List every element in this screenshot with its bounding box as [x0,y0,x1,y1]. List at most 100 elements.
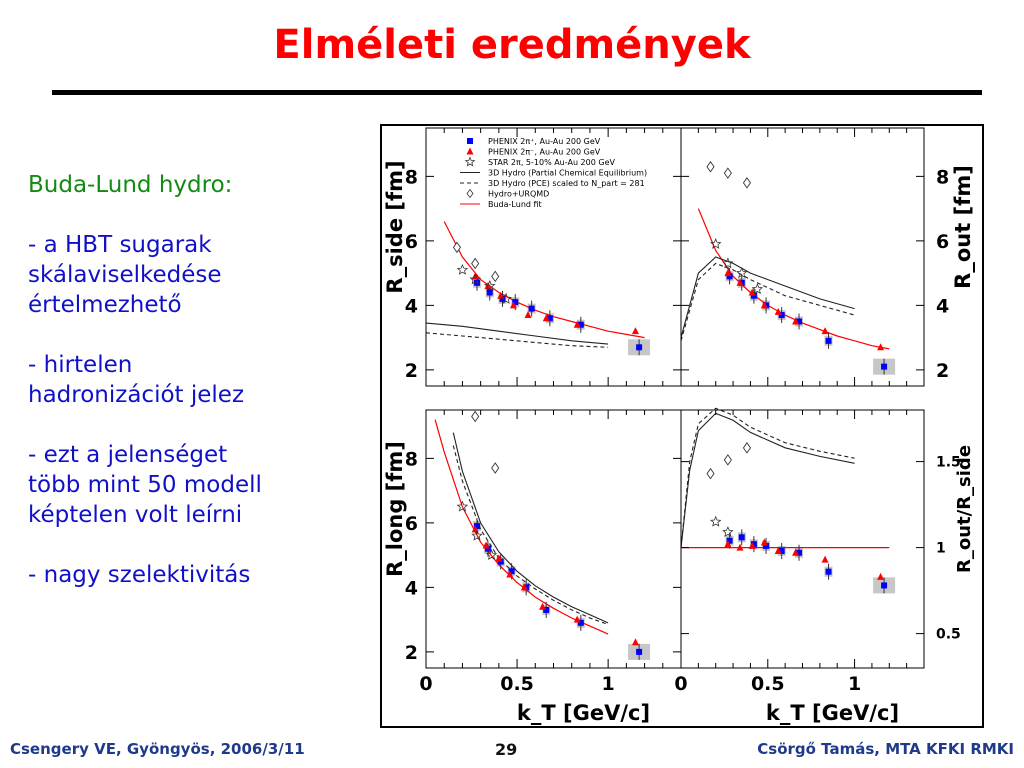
legend-swatch [466,147,474,155]
data-point [724,540,732,548]
series-line [452,432,609,624]
panel-0-markers [452,241,643,356]
footer-venue: Csengery VE, Gyöngyös, 2006/3/11 [10,740,305,758]
y-axis-label: R_out/R_side [954,445,975,573]
data-point [877,343,885,351]
data-point [469,273,481,285]
data-point [495,554,503,562]
data-point [710,238,722,249]
data-point [742,177,752,189]
data-point [760,301,768,309]
series-line [425,332,609,348]
y-tick-label: 6 [936,231,949,253]
legend-entry: PHENIX 2π⁺, Au-Au 200 GeV [488,137,601,146]
data-point [706,467,715,480]
data-point [636,648,643,655]
bullet-item: - hirtelen hadronizációt jelez [28,352,245,408]
data-point [636,344,643,351]
hbt-figure: 2 4 6 8 R_side [fm] PHENIX 2π⁺, Au-Au 200 GeV… [380,124,984,728]
data-point [539,602,547,610]
data-point [763,542,770,549]
data-point [796,549,803,556]
data-point [474,523,480,530]
data-point [821,555,829,563]
y-tick-label: 2 [405,360,418,382]
data-point [792,548,800,556]
x-tick-label: 0 [419,673,432,695]
data-point [500,292,512,304]
data-point [484,282,492,290]
data-point [456,500,469,512]
legend-swatch [467,138,473,144]
data-point [543,606,550,613]
data-point [631,327,639,335]
data-point [509,301,517,309]
data-point [742,442,752,454]
data-point [499,295,506,302]
y-tick-label: 6 [405,231,418,253]
y-tick-label: 4 [936,295,949,317]
y-tick-label: 6 [405,513,418,535]
footer-author: Csörgő Tamás, MTA KFKI RMKI [757,740,1014,758]
data-point [778,548,785,555]
legend-swatch [464,156,476,167]
data-point [751,283,764,295]
data-point [750,541,757,548]
x-tick-label: 0.5 [500,673,534,695]
data-point [491,462,500,474]
data-point [506,570,514,578]
data-point [542,314,550,322]
data-point [546,315,553,322]
data-point [723,454,732,466]
data-point [577,619,584,626]
series-line [680,412,855,548]
data-point [484,545,491,552]
legend-entry: Buda-Lund fit [488,200,542,209]
y-tick-label: 4 [405,577,418,599]
bullet-item: - a HBT sugarak skálaviselkedése értelme… [28,232,222,318]
data-point [796,318,803,325]
panel-3-markers [706,442,888,594]
data-point [484,279,496,291]
y-tick-label: 1 [936,541,946,557]
x-tick-label: 1 [602,673,615,695]
data-point [452,241,462,254]
data-point [491,270,500,283]
footer-page-number: 29 [495,740,518,759]
y-axis-label: R_out [fm] [951,165,975,289]
data-point [877,572,885,580]
series-line [697,208,890,350]
data-point [631,638,639,646]
data-point [774,547,782,555]
data-point [792,317,800,325]
legend-entry: STAR 2π, 5-10% Au-Au 200 GeV [488,158,615,167]
data-point [508,568,515,575]
data-point [750,292,757,299]
bullet-lead: Buda-Lund hydro: [28,172,233,198]
data-point [736,278,744,286]
series-line [425,322,609,345]
title-rule [52,90,982,95]
bullet-list: Buda-Lund hydro: - a HBT sugarak skálavi… [28,170,358,620]
data-point [573,615,581,623]
data-point [881,582,888,589]
y-tick-label: 8 [405,448,418,470]
data-point [825,337,832,344]
data-point [760,538,768,546]
series-line [680,262,855,341]
data-point [778,312,785,319]
data-point [825,568,832,575]
data-point [726,537,733,544]
bullet-item: - nagy szelektivitás [28,562,251,588]
panel-1-markers [706,160,888,375]
legend-entry: Hydro+URQMD [488,190,549,199]
x-tick-label: 0.5 [751,673,785,695]
data-point [471,257,480,270]
data-point [738,534,745,541]
data-point [497,558,504,565]
x-tick-label: 0 [674,673,687,695]
data-point [710,515,722,527]
data-point [528,305,535,312]
data-point [724,269,732,277]
